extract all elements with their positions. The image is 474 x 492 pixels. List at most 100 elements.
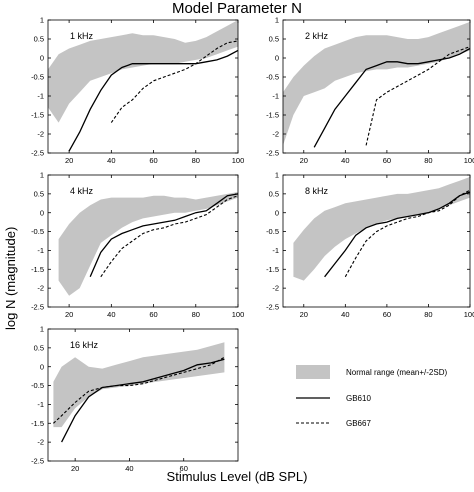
series-gb667-4khz — [100, 195, 239, 278]
y-tick-label-8khz: 0.5 — [269, 189, 279, 198]
series-gb667-1khz — [110, 40, 239, 123]
x-tick-label-4khz: 80 — [192, 310, 200, 319]
y-tick-label-8khz: -2.5 — [266, 303, 279, 312]
axes-frame-16khz — [47, 328, 239, 462]
x-tick-label-2khz: 20 — [300, 156, 308, 165]
y-tick-label-16khz: 0.5 — [34, 343, 44, 352]
x-tick-label-8khz: 20 — [300, 310, 308, 319]
y-tick-label-8khz: 0 — [275, 208, 279, 217]
x-tick-label-4khz: 100 — [232, 310, 245, 319]
legend-swatch-normal-range — [296, 365, 330, 379]
axes-frame-8khz — [282, 174, 471, 308]
y-tick-label-1khz: 1 — [40, 16, 44, 25]
x-tick-label-4khz: 20 — [65, 310, 73, 319]
series-gb610-2khz — [313, 47, 471, 148]
x-tick-label-1khz: 80 — [192, 156, 200, 165]
y-tick-label-4khz: 1 — [40, 171, 44, 180]
y-tick-label-8khz: 1 — [275, 171, 279, 180]
x-tick-label-2khz: 40 — [341, 156, 349, 165]
x-tick-label-4khz: 60 — [149, 310, 157, 319]
legend-label-normal-range: Normal range (mean+/-2SD) — [346, 368, 447, 377]
x-tick-label-2khz: 60 — [383, 156, 391, 165]
x-tick-label-16khz: 40 — [125, 464, 133, 473]
normal-range-band-4khz — [58, 192, 238, 296]
figure-title: Model Parameter N — [171, 0, 303, 17]
y-tick-label-1khz: -2.5 — [31, 149, 44, 158]
y-tick-label-1khz: -1 — [37, 92, 44, 101]
y-tick-label-16khz: 1 — [40, 325, 44, 334]
normal-range-band-2khz — [283, 21, 470, 146]
y-tick-label-8khz: -0.5 — [266, 227, 279, 236]
panel-label-16khz: 16 kHz — [70, 340, 99, 350]
x-tick-label-16khz: 20 — [71, 464, 79, 473]
y-tick-label-16khz: -0.5 — [31, 381, 44, 390]
x-tick-label-1khz: 60 — [149, 156, 157, 165]
series-gb667-16khz — [53, 356, 225, 424]
y-tick-label-2khz: 0 — [275, 54, 279, 63]
panel-label-4khz: 4 kHz — [70, 186, 94, 196]
x-axis-label: Stimulus Level (dB SPL) — [166, 469, 308, 484]
y-tick-label-2khz: -1 — [272, 92, 279, 101]
x-tick-label-8khz: 40 — [341, 310, 349, 319]
y-tick-label-2khz: 0.5 — [269, 35, 279, 44]
y-tick-label-1khz: 0.5 — [34, 35, 44, 44]
y-tick-label-1khz: -0.5 — [31, 73, 44, 82]
panel-label-2khz: 2 kHz — [305, 31, 329, 41]
panel-label-1khz: 1 kHz — [70, 31, 94, 41]
y-tick-label-16khz: -2.5 — [31, 457, 44, 466]
y-tick-label-2khz: -1.5 — [266, 111, 279, 120]
y-tick-label-2khz: 1 — [275, 16, 279, 25]
x-tick-label-4khz: 40 — [107, 310, 115, 319]
y-tick-label-16khz: -2 — [37, 438, 44, 447]
panel-1khz: -2.5 -2 -1.5 -1 -0.5 0 0.5 1 20 40 60 80 100 1 kHz — [31, 16, 244, 165]
x-tick-label-2khz: 100 — [464, 156, 474, 165]
legend: Normal range (mean+/-2SD) GB610 GB667 — [296, 365, 447, 428]
series-gb610-16khz — [61, 358, 225, 443]
y-tick-label-16khz: 0 — [40, 362, 44, 371]
panel-4khz: -2.5 -2 -1.5 -1 -0.5 0 0.5 1 20 40 60 80 100 4 kHz — [31, 171, 244, 319]
y-tick-label-16khz: -1 — [37, 400, 44, 409]
series-gb667-2khz — [365, 46, 471, 146]
y-tick-label-8khz: -2 — [272, 284, 279, 293]
x-tick-label-8khz: 80 — [424, 310, 432, 319]
x-tick-label-2khz: 80 — [424, 156, 432, 165]
y-tick-label-4khz: -0.5 — [31, 227, 44, 236]
y-tick-label-2khz: -2 — [272, 130, 279, 139]
y-tick-label-2khz: -0.5 — [266, 73, 279, 82]
panel-8khz: -2.5 -2 -1.5 -1 -0.5 0 0.5 1 20 40 60 80 100 8 kHz — [266, 171, 474, 319]
y-tick-label-8khz: -1.5 — [266, 265, 279, 274]
x-tick-label-1khz: 40 — [107, 156, 115, 165]
y-tick-label-1khz: -1.5 — [31, 111, 44, 120]
y-tick-label-4khz: -2.5 — [31, 303, 44, 312]
y-tick-label-4khz: -1 — [37, 246, 44, 255]
panel-2khz: -2.5 -2 -1.5 -1 -0.5 0 0.5 1 20 40 60 80 100 2 kHz — [266, 16, 474, 165]
legend-label-gb667: GB667 — [346, 419, 371, 428]
series-gb610-1khz — [68, 49, 239, 152]
series-gb610-8khz — [324, 191, 471, 278]
y-tick-label-16khz: -1.5 — [31, 419, 44, 428]
axes-frame-4khz — [47, 174, 239, 308]
y-tick-label-4khz: -1.5 — [31, 265, 44, 274]
y-tick-label-4khz: 0.5 — [34, 189, 44, 198]
x-tick-label-8khz: 100 — [464, 310, 474, 319]
series-gb667-8khz — [344, 189, 471, 278]
normal-range-band-8khz — [293, 176, 470, 281]
y-tick-label-8khz: -1 — [272, 246, 279, 255]
y-tick-label-4khz: -2 — [37, 284, 44, 293]
normal-range-band-16khz — [53, 342, 225, 428]
panel-16khz: -2.5 -2 -1.5 -1 -0.5 0 0.5 1 20 40 60 16 kHz — [31, 325, 239, 473]
legend-label-gb610: GB610 — [346, 394, 371, 403]
axes-frame-2khz — [282, 19, 471, 154]
panel-label-8khz: 8 kHz — [305, 186, 329, 196]
series-gb610-4khz — [89, 193, 239, 278]
y-tick-label-4khz: 0 — [40, 208, 44, 217]
x-tick-label-1khz: 20 — [65, 156, 73, 165]
x-tick-label-16khz: 60 — [180, 464, 188, 473]
y-tick-label-2khz: -2.5 — [266, 149, 279, 158]
x-tick-label-8khz: 60 — [383, 310, 391, 319]
axes-frame-1khz — [47, 19, 239, 154]
normal-range-band-1khz — [48, 20, 238, 123]
x-tick-label-1khz: 100 — [232, 156, 245, 165]
y-tick-label-1khz: 0 — [40, 54, 44, 63]
